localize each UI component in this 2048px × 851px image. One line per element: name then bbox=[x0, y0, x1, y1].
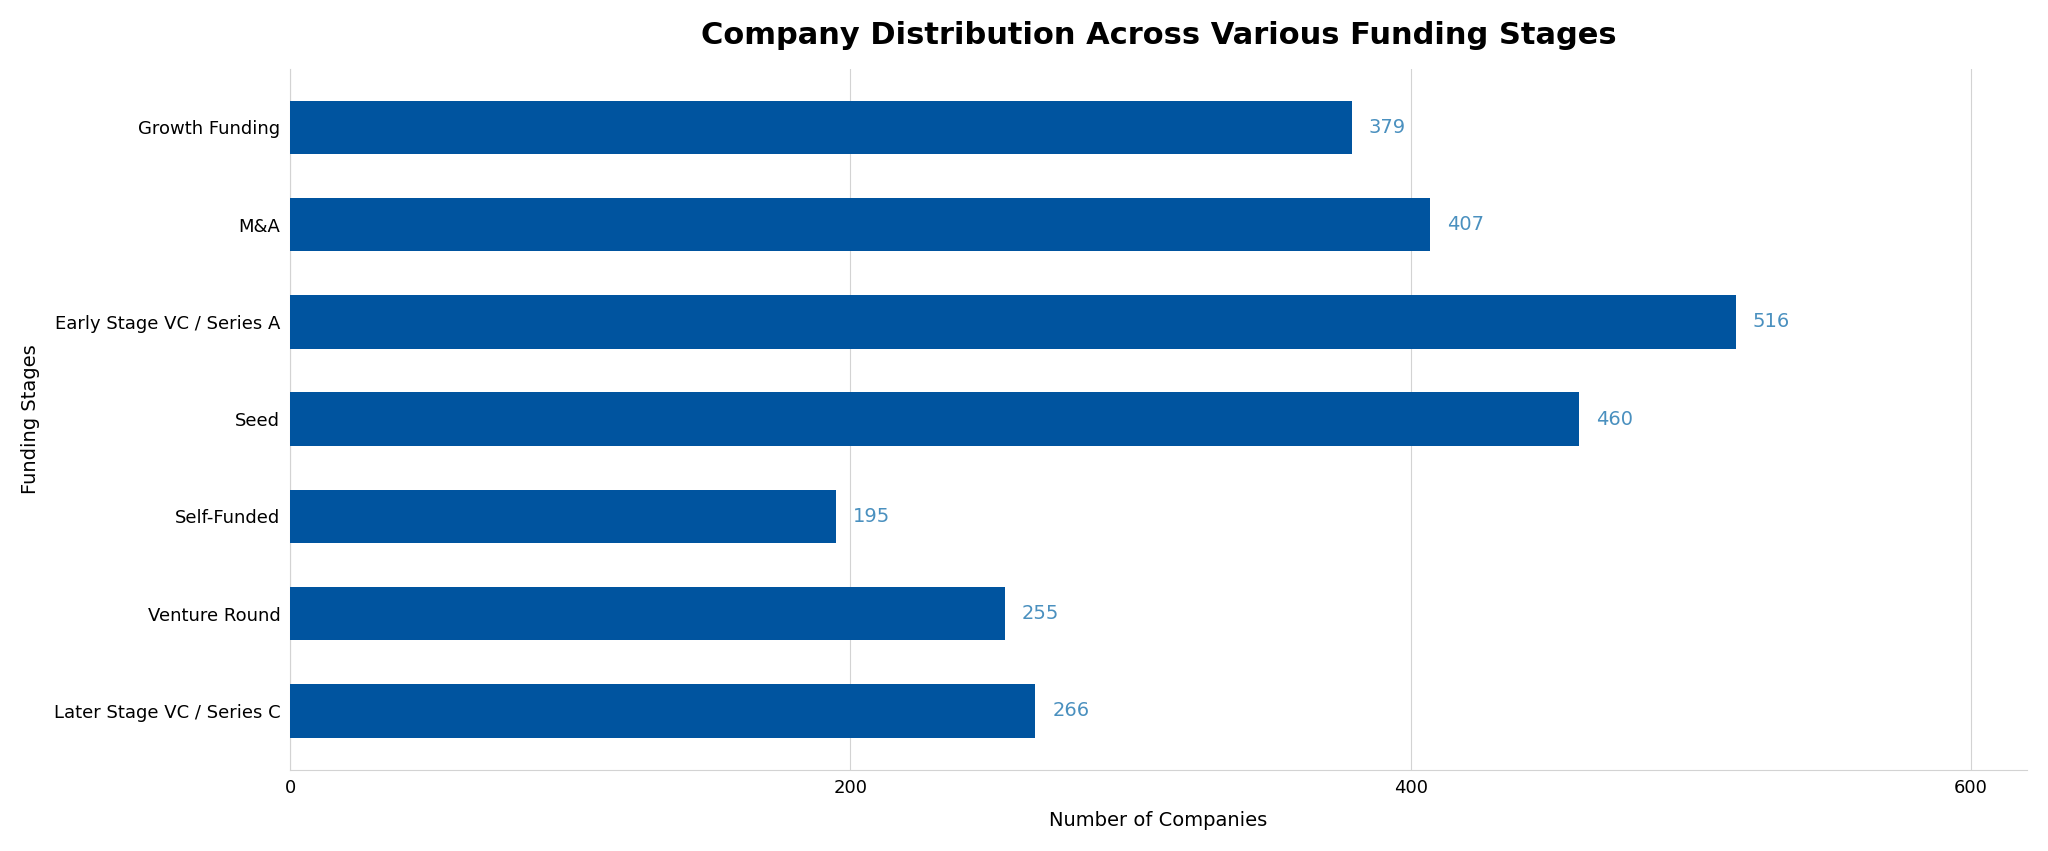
Text: 379: 379 bbox=[1368, 118, 1405, 137]
Bar bbox=[291, 587, 1004, 641]
Bar bbox=[291, 392, 1579, 446]
Text: 460: 460 bbox=[1595, 409, 1632, 429]
Bar bbox=[291, 295, 1737, 349]
Text: 407: 407 bbox=[1448, 215, 1485, 234]
Bar bbox=[291, 684, 1036, 738]
Title: Company Distribution Across Various Funding Stages: Company Distribution Across Various Fund… bbox=[700, 20, 1616, 50]
Bar bbox=[291, 489, 836, 543]
X-axis label: Number of Companies: Number of Companies bbox=[1049, 811, 1268, 831]
Y-axis label: Funding Stages: Funding Stages bbox=[20, 345, 39, 494]
Bar bbox=[291, 100, 1352, 154]
Text: 195: 195 bbox=[854, 507, 891, 526]
Text: 266: 266 bbox=[1053, 701, 1090, 721]
Text: 255: 255 bbox=[1022, 604, 1059, 623]
Bar bbox=[291, 198, 1430, 251]
Text: 516: 516 bbox=[1753, 312, 1790, 331]
